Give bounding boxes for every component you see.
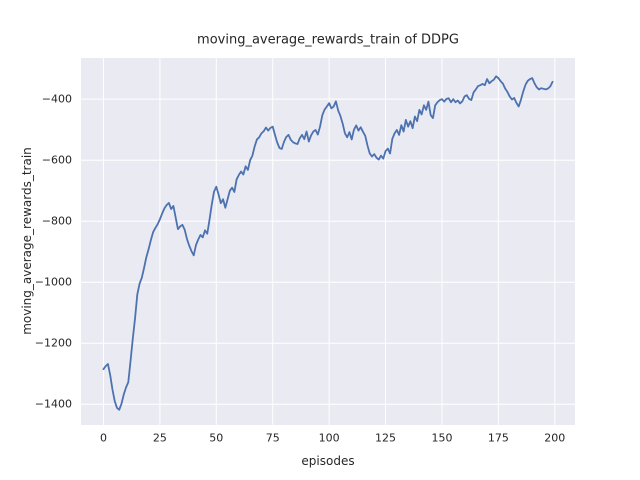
y-tick-label: −1400 (34, 397, 72, 411)
x-tick-label: 200 (544, 431, 566, 445)
x-tick-label: 100 (318, 431, 340, 445)
x-tick-label: 75 (265, 431, 280, 445)
x-axis-label: episodes (301, 454, 355, 468)
y-tick-label: −1200 (34, 336, 72, 350)
x-tick-label: 0 (99, 431, 107, 445)
plot-area (81, 58, 575, 425)
x-tick-label: 175 (487, 431, 509, 445)
series-line (102, 75, 554, 411)
x-tick-label: 125 (375, 431, 397, 445)
x-tick-label: 25 (152, 431, 167, 445)
y-axis-label: moving_average_rewards_train (20, 147, 34, 335)
y-tick-label: −1000 (34, 275, 72, 289)
y-tick-label: −800 (41, 214, 72, 228)
x-tick-label: 50 (209, 431, 224, 445)
y-tick-label: −400 (41, 92, 72, 106)
chart-title: moving_average_rewards_train of DDPG (197, 32, 459, 48)
y-tick-label: −600 (41, 153, 72, 167)
x-tick-label: 150 (431, 431, 453, 445)
